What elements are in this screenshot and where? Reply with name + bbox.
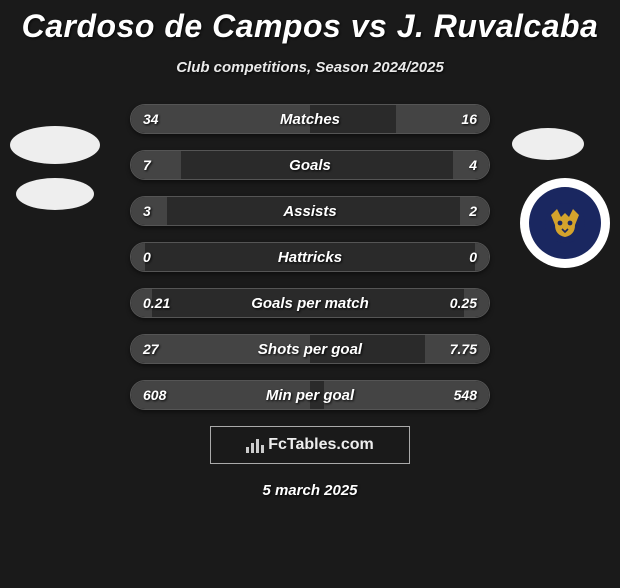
stat-row: 0Hattricks0	[130, 242, 490, 272]
stat-row: 7Goals4	[130, 150, 490, 180]
brand-chart-icon	[246, 437, 264, 453]
player2-club-badge-1	[512, 128, 584, 160]
stat-label: Goals	[131, 151, 489, 179]
stat-row: 34Matches16	[130, 104, 490, 134]
date-text: 5 march 2025	[0, 482, 620, 499]
subtitle: Club competitions, Season 2024/2025	[0, 59, 620, 76]
page-title: Cardoso de Campos vs J. Ruvalcaba	[0, 8, 620, 45]
stat-value-right: 548	[454, 381, 477, 409]
stat-value-right: 0	[469, 243, 477, 271]
stat-label: Shots per goal	[131, 335, 489, 363]
stat-row: 608Min per goal548	[130, 380, 490, 410]
stat-value-right: 16	[461, 105, 477, 133]
stat-label: Assists	[131, 197, 489, 225]
stat-value-right: 4	[469, 151, 477, 179]
player1-club-badge-1	[10, 126, 100, 164]
stat-label: Min per goal	[131, 381, 489, 409]
stat-value-right: 0.25	[450, 289, 477, 317]
stat-row: 27Shots per goal7.75	[130, 334, 490, 364]
brand-text: FcTables.com	[268, 436, 374, 454]
stat-row: 0.21Goals per match0.25	[130, 288, 490, 318]
stat-row: 3Assists2	[130, 196, 490, 226]
brand-box: FcTables.com	[210, 426, 410, 464]
stat-value-right: 7.75	[450, 335, 477, 363]
pumas-logo-icon	[529, 187, 601, 259]
stat-label: Hattricks	[131, 243, 489, 271]
stat-value-right: 2	[469, 197, 477, 225]
player2-club-badge-2	[520, 178, 610, 268]
player1-club-badge-2	[16, 178, 94, 210]
puma-face-icon	[543, 201, 587, 245]
stats-container: 34Matches16 7Goals4 3Assists2 0Hattricks0 0.…	[130, 104, 490, 410]
stat-label: Goals per match	[131, 289, 489, 317]
stat-label: Matches	[131, 105, 489, 133]
